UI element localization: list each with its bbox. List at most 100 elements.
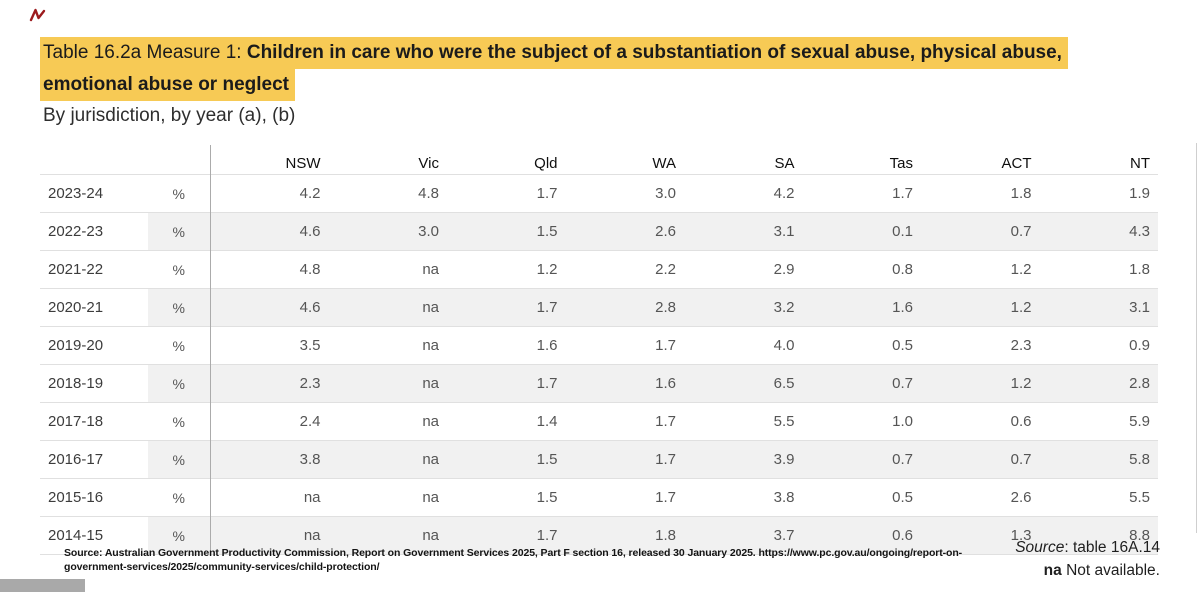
value-cell-tas: 0.1 [802,212,921,251]
value-cell-qld: 1.7 [447,364,566,403]
unit-cell: % [148,516,211,555]
value-cell-act: 2.6 [921,478,1040,517]
red-annotation-mark-icon [29,7,47,23]
value-cell-wa: 2.6 [565,212,684,251]
year-cell: 2014-15 [40,516,148,555]
value-cell-nsw: 3.8 [210,440,329,479]
value-cell-nsw: 4.6 [210,212,329,251]
value-cell-qld: 1.7 [447,516,566,555]
value-cell-nt: 1.8 [1039,250,1158,289]
header-row: NSW Vic Qld WA SA Tas ACT NT [40,145,1158,175]
value-cell-act: 1.2 [921,250,1040,289]
right-notes: Source: table 16A.14 na Not available. [1015,538,1160,581]
table-row: 2018-19% 2.3 na 1.7 1.6 6.5 0.7 1.2 2.8 [40,364,1158,403]
value-cell-nt: 0.9 [1039,326,1158,365]
value-cell-nt: 5.5 [1039,478,1158,517]
value-cell-act: 2.3 [921,326,1040,365]
value-cell-wa: 3.0 [565,174,684,213]
value-cell-act: 1.8 [921,174,1040,213]
year-cell: 2021-22 [40,250,148,289]
value-cell-nt: 3.1 [1039,288,1158,327]
value-cell-wa: 1.7 [565,402,684,441]
value-cell-nt: 5.9 [1039,402,1158,441]
unit-cell: % [148,478,211,517]
na-note-text: Not available. [1061,562,1160,579]
unit-cell: % [148,212,211,251]
unit-cell: % [148,364,211,403]
unit-cell: % [148,250,211,289]
na-abbrev: na [1043,562,1062,579]
value-cell-wa: 1.8 [565,516,684,555]
table-row: 2016-17% 3.8 na 1.5 1.7 3.9 0.7 0.7 5.8 [40,440,1158,479]
column-header-nt: NT [1130,155,1150,172]
value-cell-tas: 0.8 [802,250,921,289]
horizontal-scrollbar-thumb[interactable] [0,579,85,592]
column-header-wa: WA [652,155,676,172]
source-reference-value: : table 16A.14 [1064,539,1160,556]
value-cell-act: 0.6 [921,402,1040,441]
value-cell-act: 0.7 [921,212,1040,251]
year-cell: 2020-21 [40,288,148,327]
value-cell-tas: 0.5 [802,478,921,517]
value-cell-wa: 2.8 [565,288,684,327]
table-title-bold-1: Children in care who were the subject of… [246,42,1062,63]
na-note: na Not available. [1015,561,1160,581]
value-cell-nt: 4.3 [1039,212,1158,251]
value-cell-sa: 3.9 [684,440,803,479]
value-cell-qld: 1.5 [447,440,566,479]
source-reference-label: Source [1015,539,1065,556]
value-cell-nt: 2.8 [1039,364,1158,403]
value-cell-tas: 0.5 [802,326,921,365]
value-cell-act: 0.7 [921,440,1040,479]
value-cell-wa: 1.7 [565,440,684,479]
value-cell-tas: 0.7 [802,440,921,479]
year-cell: 2017-18 [40,402,148,441]
value-cell-qld: 1.5 [447,478,566,517]
column-header-year [40,145,148,175]
value-cell-vic: na [328,288,447,327]
value-cell-tas: 1.7 [802,174,921,213]
value-cell-tas: 0.7 [802,364,921,403]
table-body: 2023-24% 4.2 4.8 1.7 3.0 4.2 1.7 1.8 1.9 2022-23%… [40,174,1158,555]
column-header-tas: Tas [889,155,913,172]
table-subtitle: By jurisdiction, by year (a), (b) [43,105,296,126]
year-cell: 2015-16 [40,478,148,517]
column-header-vic: Vic [418,155,439,172]
value-cell-nsw: na [210,516,329,555]
table-row: 2015-16% na na 1.5 1.7 3.8 0.5 2.6 5.5 [40,478,1158,517]
value-cell-nsw: 2.3 [210,364,329,403]
value-cell-sa: 3.1 [684,212,803,251]
table-row: 2021-22% 4.8 na 1.2 2.2 2.9 0.8 1.2 1.8 [40,250,1158,289]
value-cell-sa: 4.2 [684,174,803,213]
value-cell-sa: 3.2 [684,288,803,327]
value-cell-vic: na [328,516,447,555]
value-cell-tas: 1.0 [802,402,921,441]
year-cell: 2019-20 [40,326,148,365]
value-cell-nsw: 4.2 [210,174,329,213]
value-cell-nt: 8.8 [1039,516,1158,555]
column-header-nsw: NSW [285,155,321,172]
year-cell: 2016-17 [40,440,148,479]
value-cell-qld: 1.5 [447,212,566,251]
value-cell-nsw: 4.8 [210,250,329,289]
value-cell-nt: 5.8 [1039,440,1158,479]
pane-right-border [1196,143,1197,533]
value-cell-act: 1.3 [921,516,1040,555]
value-cell-nsw: na [210,478,329,517]
table-title-line-1: Table 16.2a Measure 1: Children in care … [40,37,1170,69]
value-cell-sa: 3.7 [684,516,803,555]
source-footnote-line-1: Source: Australian Government Productivi… [64,547,963,559]
value-cell-sa: 5.5 [684,402,803,441]
value-cell-nsw: 2.4 [210,402,329,441]
unit-cell: % [148,326,211,365]
value-cell-wa: 1.7 [565,478,684,517]
title-block: Table 16.2a Measure 1: Children in care … [40,37,1170,127]
table-row: 2014-15% na na 1.7 1.8 3.7 0.6 1.3 8.8 [40,516,1158,555]
column-header-unit [148,145,211,175]
value-cell-vic: na [328,440,447,479]
value-cell-vic: na [328,326,447,365]
value-cell-sa: 2.9 [684,250,803,289]
value-cell-vic: na [328,364,447,403]
unit-cell: % [148,402,211,441]
value-cell-qld: 1.7 [447,174,566,213]
